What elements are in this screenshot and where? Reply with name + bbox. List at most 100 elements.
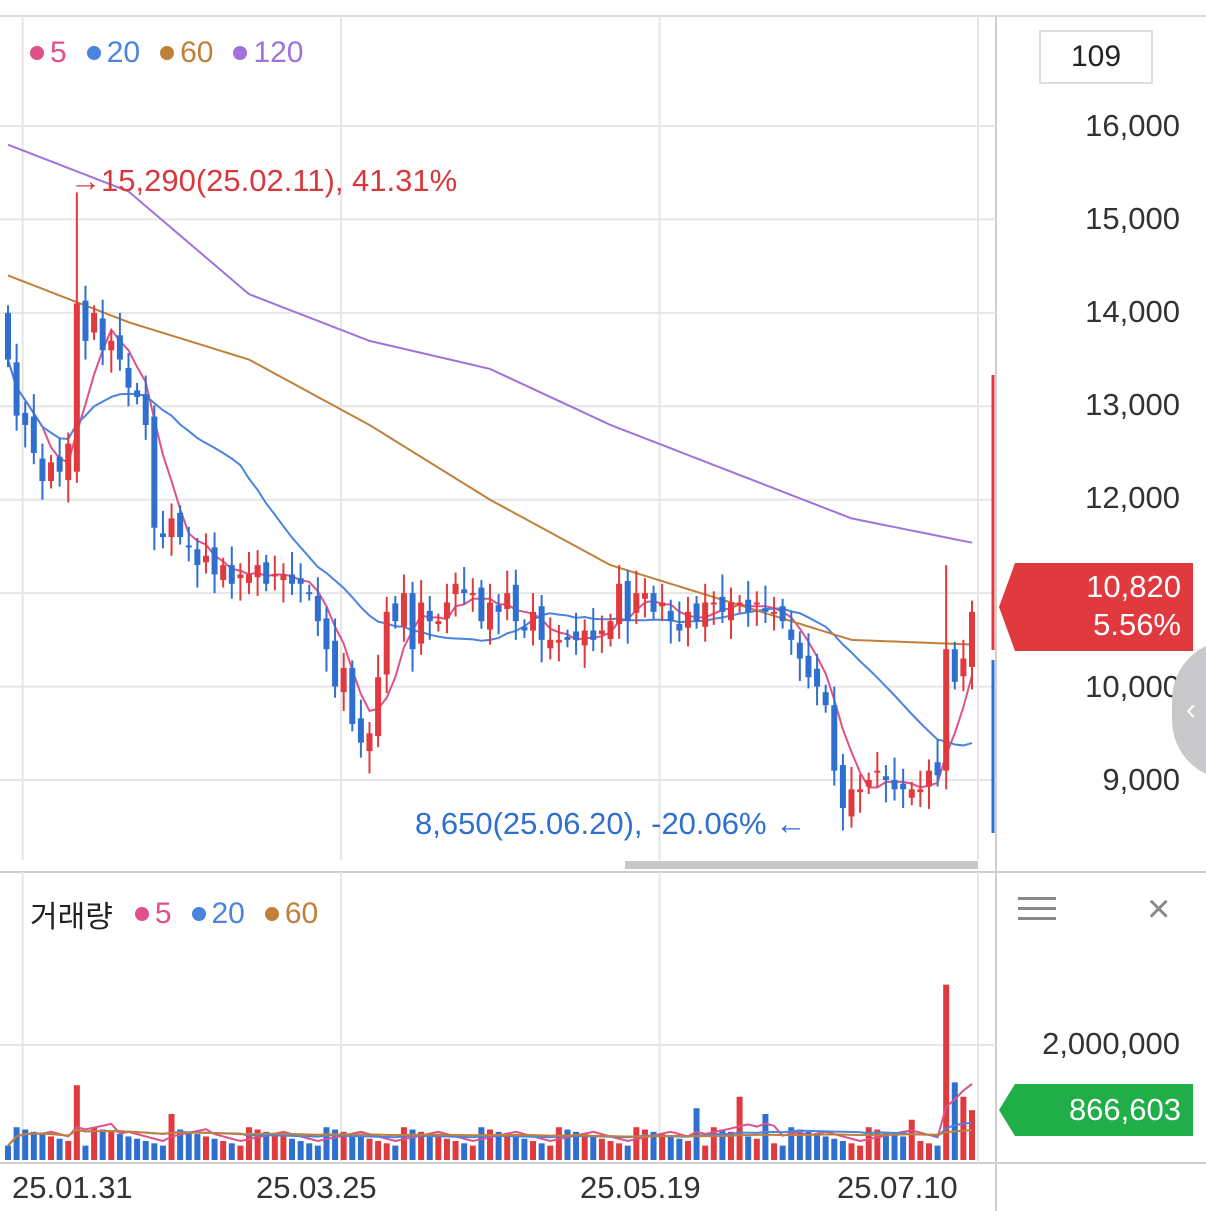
candle-body <box>925 770 932 787</box>
candle-body <box>736 602 743 606</box>
candle-body <box>134 390 141 397</box>
volume-bars <box>5 984 975 1160</box>
candle-body <box>142 394 149 425</box>
candle-body <box>65 443 72 481</box>
candle-body <box>848 789 855 817</box>
candle-body <box>13 362 20 416</box>
period-box[interactable]: 109 <box>1039 30 1153 84</box>
volume-bar <box>22 1129 29 1160</box>
volume-bar <box>289 1138 296 1160</box>
candle-body <box>22 412 29 425</box>
candle-body <box>908 789 915 798</box>
y-tick-label: 15,000 <box>1085 201 1180 236</box>
volume-bar <box>400 1127 407 1160</box>
volume-bar <box>443 1138 450 1160</box>
volume-bar <box>814 1134 821 1160</box>
volume-bar <box>159 1145 166 1160</box>
candle-body <box>598 630 605 635</box>
candle-body <box>116 335 123 360</box>
legend-dot <box>30 46 44 60</box>
candle-body <box>538 606 545 640</box>
candle-body <box>762 608 769 612</box>
candle-body <box>684 611 691 628</box>
candle-body <box>573 631 580 640</box>
volume-bar <box>512 1136 519 1160</box>
volume-bar <box>693 1108 700 1160</box>
legend-dot <box>264 907 279 921</box>
volume-bar <box>788 1127 795 1160</box>
candle-body <box>771 611 778 614</box>
x-tick-label: 25.03.25 <box>256 1170 377 1205</box>
volume-bar <box>641 1129 648 1160</box>
candle-body <box>667 610 674 622</box>
volume-bar <box>383 1143 390 1160</box>
legend-ma60: 60 <box>160 36 213 70</box>
volume-bar <box>848 1143 855 1160</box>
legend-ma20: 20 <box>86 36 140 70</box>
candle-body <box>340 667 347 693</box>
candle-body <box>693 603 700 622</box>
volume-bar <box>151 1143 158 1160</box>
candle-body <box>194 549 201 566</box>
volume-bar <box>332 1129 339 1160</box>
volume-bar <box>271 1134 278 1160</box>
candle-body <box>443 602 450 619</box>
ma60-line <box>7 274 973 646</box>
menu-lines-icon[interactable] <box>1018 897 1056 923</box>
price-legend: 5 20 60 120 <box>30 36 318 70</box>
candle-body <box>39 458 46 482</box>
volume-bar <box>435 1136 442 1160</box>
volume-bar <box>323 1127 330 1160</box>
volume-bar <box>891 1134 898 1160</box>
candle-body <box>125 367 132 388</box>
volume-bar <box>48 1136 55 1160</box>
volume-bar <box>409 1129 416 1160</box>
y-tick-label: 16,000 <box>1085 108 1180 143</box>
volume-bar <box>314 1145 321 1160</box>
volume-bar <box>779 1145 786 1160</box>
low-annotation-text: 8,650(25.06.20), -20.06% <box>415 806 767 841</box>
volume-bar <box>616 1143 623 1160</box>
candle-body <box>246 574 252 583</box>
volume-bar <box>728 1131 734 1160</box>
volume-bar <box>13 1127 20 1160</box>
candle-body <box>418 602 425 644</box>
candle-body <box>271 574 278 577</box>
candle-body <box>314 595 321 622</box>
candle-body <box>375 677 382 737</box>
candle-body <box>435 621 442 624</box>
legend-label: 20 <box>211 897 245 930</box>
candle-body <box>487 602 493 630</box>
candle-body <box>581 630 588 646</box>
arrow-left-icon: ← <box>766 806 807 841</box>
candle-body <box>796 642 803 659</box>
volume-bar <box>736 1096 743 1160</box>
candle-body <box>306 592 313 595</box>
candle-body <box>753 602 760 605</box>
y-tick-label: 13,000 <box>1085 387 1180 422</box>
candle-body <box>951 649 958 682</box>
candle-body <box>728 602 734 621</box>
volume-bar <box>590 1136 597 1160</box>
volume-bar <box>839 1141 846 1160</box>
volume-bar <box>753 1138 760 1160</box>
legend-vol-ma20: 20 <box>191 897 245 931</box>
volume-bar <box>960 1096 967 1160</box>
volume-bar <box>874 1129 881 1160</box>
volume-bar <box>142 1141 149 1160</box>
candle-body <box>633 593 640 613</box>
legend-dot <box>191 907 206 921</box>
candle-body <box>512 584 519 622</box>
volume-bar <box>91 1127 98 1160</box>
chart-frame <box>0 15 1206 1211</box>
horizontal-scrollbar[interactable] <box>625 861 978 869</box>
candle-body <box>469 593 476 596</box>
candle-body <box>400 593 407 627</box>
candle-body <box>676 623 683 631</box>
volume-bar <box>254 1129 261 1160</box>
close-x-icon[interactable]: × <box>1147 887 1171 931</box>
high-annotation-text: 15,290(25.02.11), 41.31% <box>101 163 458 198</box>
candle-body <box>168 518 175 538</box>
volume-bar <box>228 1143 235 1160</box>
